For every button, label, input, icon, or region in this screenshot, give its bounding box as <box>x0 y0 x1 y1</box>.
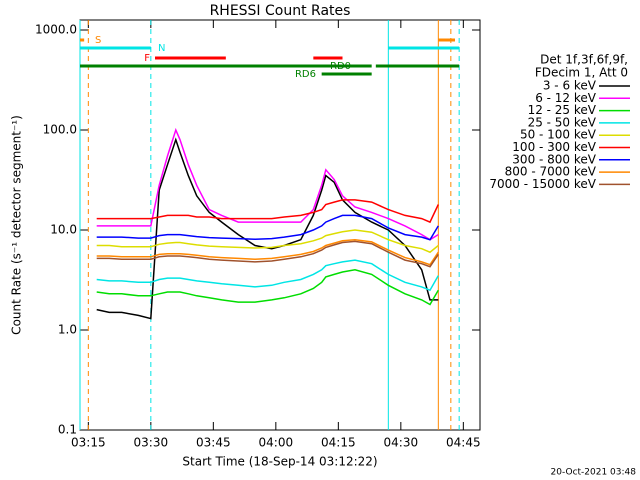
plot-frame <box>79 19 481 431</box>
x-tick-label: 04:15 <box>321 436 356 450</box>
x-tick-label: 04:45 <box>446 436 481 450</box>
flag-label: RD0 <box>330 61 351 72</box>
y-axis-label: Count Rate (s⁻¹ detector segment⁻¹) <box>10 115 24 335</box>
series-line <box>96 199 439 224</box>
legend-label: 300 - 800 keV <box>512 152 596 166</box>
x-tick-label: 04:30 <box>384 436 419 450</box>
footer: 20-Oct-2021 03:48 <box>551 468 637 478</box>
y-tick-label: 1000.0 <box>35 23 77 37</box>
legend-header: FDecim 1, Att 0 <box>535 66 628 80</box>
x-tick-label: 04:00 <box>259 436 294 450</box>
flag-label: RD6 <box>295 69 316 80</box>
y-tick-label: 100.0 <box>43 123 77 137</box>
legend-label: 6 - 12 keV <box>535 91 597 105</box>
x-tick-label: 03:15 <box>71 436 106 450</box>
flag-label: N <box>158 43 165 54</box>
series-line <box>96 214 439 241</box>
legend-label: 50 - 100 keV <box>520 128 597 142</box>
legend-label: 12 - 25 keV <box>528 103 597 117</box>
y-tick-label: 10.0 <box>50 223 77 237</box>
x-tick-label: 03:30 <box>134 436 169 450</box>
series-line <box>96 137 439 320</box>
legend-label: 25 - 50 keV <box>528 115 597 129</box>
series-line <box>96 229 439 254</box>
y-tick-label: 0.1 <box>58 423 77 437</box>
legend-header: Det 1f,3f,6f,9f, <box>540 53 628 67</box>
legend-label: 7000 - 15000 keV <box>489 177 596 191</box>
flag-label: F <box>144 53 150 64</box>
y-tick-label: 1.0 <box>58 323 77 337</box>
flag-label: S <box>95 35 101 46</box>
legend-label: 800 - 7000 keV <box>505 165 597 179</box>
series-line <box>96 240 439 268</box>
series-line <box>96 127 439 241</box>
series-line <box>96 238 439 266</box>
legend-label: 3 - 6 keV <box>543 79 597 93</box>
legend-label: 100 - 300 keV <box>512 140 596 154</box>
x-axis-label: Start Time (18-Sep-14 03:12:22) <box>182 455 377 469</box>
series-line <box>96 259 439 292</box>
x-tick-label: 03:45 <box>196 436 231 450</box>
series-line <box>96 269 439 306</box>
chart-title: RHESSI Count Rates <box>210 3 351 19</box>
